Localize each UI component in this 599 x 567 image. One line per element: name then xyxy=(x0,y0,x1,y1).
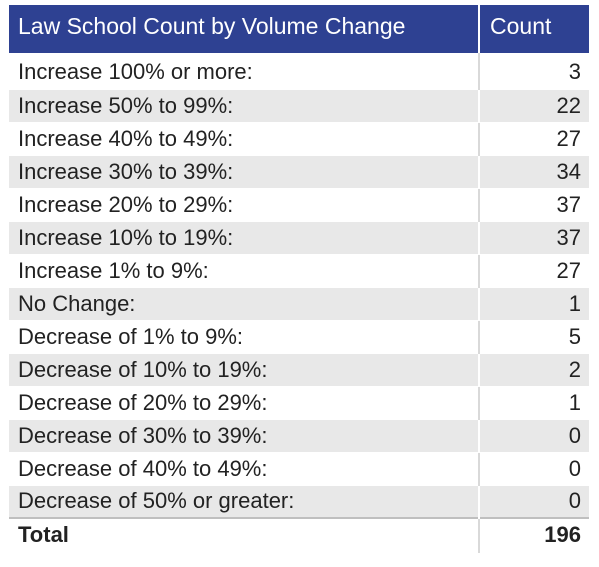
row-count: 5 xyxy=(478,320,589,354)
row-count: 37 xyxy=(478,188,589,222)
row-label: Increase 1% to 9%: xyxy=(9,254,479,288)
table-row: Increase 30% to 39%: 34 xyxy=(9,155,589,189)
row-label: Increase 40% to 49%: xyxy=(9,122,479,156)
row-label: Increase 30% to 39%: xyxy=(9,155,479,189)
row-count: 2 xyxy=(478,353,589,387)
table-row: Increase 40% to 49%: 27 xyxy=(9,122,589,156)
row-label: Decrease of 20% to 29%: xyxy=(9,386,479,420)
table-row: Decrease of 30% to 39%: 0 xyxy=(9,419,589,453)
row-count: 27 xyxy=(478,122,589,156)
row-label: No Change: xyxy=(9,287,479,321)
total-label: Total xyxy=(9,517,479,553)
total-row: Total 196 xyxy=(9,517,589,553)
row-count: 34 xyxy=(478,155,589,189)
row-count: 37 xyxy=(478,221,589,255)
row-count: 1 xyxy=(478,386,589,420)
row-label: Decrease of 50% or greater: xyxy=(9,485,479,519)
row-count: 0 xyxy=(478,452,589,486)
row-label: Increase 10% to 19%: xyxy=(9,221,479,255)
table-row: Decrease of 10% to 19%: 2 xyxy=(9,353,589,387)
table-row: No Change: 1 xyxy=(9,287,589,321)
table-row: Increase 20% to 29%: 37 xyxy=(9,188,589,222)
row-count: 22 xyxy=(478,89,589,123)
table-row: Increase 1% to 9%: 27 xyxy=(9,254,589,288)
table-row: Decrease of 50% or greater: 0 xyxy=(9,485,589,519)
table-row: Increase 50% to 99%: 22 xyxy=(9,89,589,123)
row-label: Decrease of 30% to 39%: xyxy=(9,419,479,453)
row-count: 0 xyxy=(478,419,589,453)
table-row: Increase 10% to 19%: 37 xyxy=(9,221,589,255)
volume-change-table: Law School Count by Volume Change Count … xyxy=(9,5,589,553)
row-count: 0 xyxy=(478,485,589,519)
row-count: 3 xyxy=(478,53,589,90)
table-header-row: Law School Count by Volume Change Count xyxy=(9,5,589,53)
table-row: Decrease of 40% to 49%: 0 xyxy=(9,452,589,486)
row-label: Decrease of 10% to 19%: xyxy=(9,353,479,387)
row-label: Increase 50% to 99%: xyxy=(9,89,479,123)
total-count: 196 xyxy=(478,517,589,553)
table-row: Increase 100% or more: 3 xyxy=(9,53,589,90)
column-header-count: Count xyxy=(478,5,589,53)
row-label: Increase 20% to 29%: xyxy=(9,188,479,222)
table-row: Decrease of 1% to 9%: 5 xyxy=(9,320,589,354)
row-label: Decrease of 40% to 49%: xyxy=(9,452,479,486)
row-label: Increase 100% or more: xyxy=(9,53,479,90)
row-count: 27 xyxy=(478,254,589,288)
row-label: Decrease of 1% to 9%: xyxy=(9,320,479,354)
column-header-category: Law School Count by Volume Change xyxy=(9,5,479,53)
table-row: Decrease of 20% to 29%: 1 xyxy=(9,386,589,420)
row-count: 1 xyxy=(478,287,589,321)
